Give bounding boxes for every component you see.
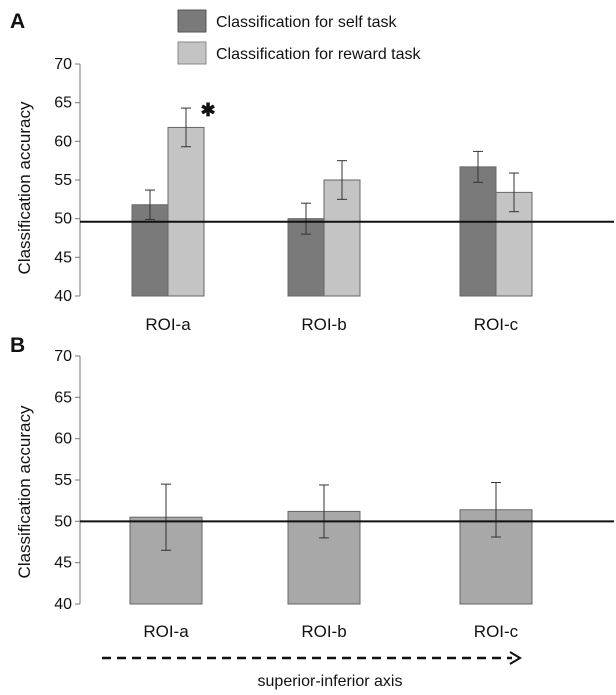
- legend-label-reward: Classification for reward task: [216, 46, 422, 63]
- panel-a-y-tick-label: 45: [54, 249, 72, 266]
- panel-b-chart: 40 45 50 55 60 65 70 ROI-a ROI-b ROI-c: [54, 348, 614, 641]
- panel-a-y-tick-label: 70: [54, 56, 72, 73]
- panel-b-y-tick-label: 60: [54, 431, 72, 448]
- legend-label-self: Classification for self task: [216, 14, 398, 31]
- legend-swatch-self: [177, 9, 207, 33]
- legend: Classification for self task Classificat…: [177, 9, 422, 65]
- panel-a-category-label: ROI-c: [474, 315, 519, 334]
- panel-b-category-label: ROI-c: [474, 622, 519, 641]
- panel-b-category-label: ROI-a: [143, 622, 189, 641]
- panel-a-bar: [131, 204, 169, 297]
- panel-b-y-tick-label: 40: [54, 596, 72, 613]
- panel-a-bar: [167, 126, 205, 297]
- panel-b-y-tick-label: 50: [54, 513, 72, 530]
- panel-a-category-label: ROI-a: [145, 315, 191, 334]
- panel-b-label: B: [10, 334, 25, 357]
- panel-a-label: A: [10, 10, 25, 33]
- superior-inferior-arrow: [102, 651, 522, 665]
- panel-a-y-axis-label: Classification accuracy: [15, 101, 34, 274]
- panel-a-y-tick-label: 65: [54, 95, 72, 112]
- panel-b-y-tick-label: 55: [54, 472, 72, 489]
- superior-inferior-axis-caption: superior-inferior axis: [258, 673, 403, 690]
- panel-a-bar: [459, 166, 497, 297]
- panel-a-y-tick-label: 60: [54, 133, 72, 150]
- panel-b-y-tick-label: 70: [54, 348, 72, 365]
- legend-swatch-reward: [177, 41, 207, 65]
- panel-b-y-axis-label: Classification accuracy: [15, 405, 34, 578]
- panel-a-chart: 40 45 50 55 60 65 70 ROI-a ROI-b ROI-c ✱: [54, 56, 614, 334]
- panel-a-y-tick-label: 40: [54, 288, 72, 305]
- panel-a-y-tick-label: 50: [54, 211, 72, 228]
- panel-a-y-tick-label: 55: [54, 172, 72, 189]
- panel-b-category-label: ROI-b: [301, 622, 346, 641]
- panel-b-y-tick-label: 45: [54, 555, 72, 572]
- panel-b-y-tick-label: 65: [54, 389, 72, 406]
- panel-a-category-label: ROI-b: [301, 315, 346, 334]
- panel-a-significance-marker: ✱: [200, 100, 215, 120]
